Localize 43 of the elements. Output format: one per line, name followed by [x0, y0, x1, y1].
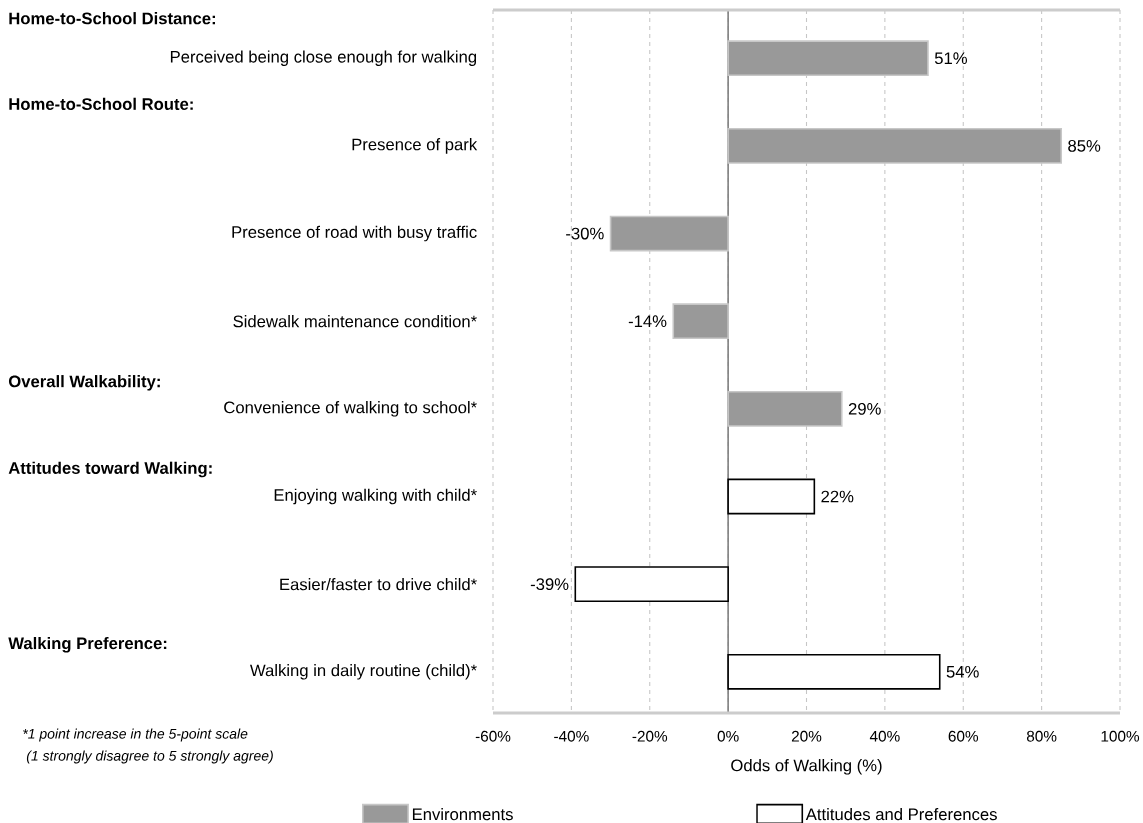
x-tick-label: -40%: [554, 730, 589, 742]
bar: [609, 215, 729, 252]
text: Walking Preference:: [8, 636, 167, 653]
bar: [574, 566, 729, 603]
x-tick-label: 0%: [717, 730, 739, 742]
y-tick-label: Perceived being close enough for walking: [170, 50, 477, 66]
text: (1 strongly disagree to 5 strongly agree): [26, 750, 273, 764]
x-tick-label: 100%: [1101, 730, 1140, 742]
bar: [727, 40, 929, 77]
x-tick-label: -20%: [632, 730, 668, 742]
legend-label: Attitudes and Preferences: [805, 807, 997, 821]
text: Attitudes toward Walking:: [8, 461, 212, 478]
x-tick-label: 60%: [948, 730, 979, 742]
legend-label: Environments: [412, 807, 513, 821]
x-tick-label: 80%: [1026, 730, 1057, 742]
data-label: 54%: [946, 665, 979, 678]
data-label: -39%: [530, 578, 569, 591]
y-tick-label: Enjoying walking with child*: [274, 488, 477, 505]
bar: [727, 127, 1063, 164]
text: Home-to-School Distance:: [9, 12, 216, 25]
data-label: -30%: [566, 227, 604, 240]
data-label: 22%: [821, 490, 854, 503]
bar: [672, 303, 729, 340]
data-label: 85%: [1068, 139, 1101, 152]
y-tick-label: Convenience of walking to school*: [224, 401, 477, 417]
bar: [727, 478, 816, 515]
x-tick-label: -60%: [475, 730, 511, 742]
bar: [727, 653, 941, 690]
text: *1 point increase in the 5-point scale: [23, 728, 248, 742]
text: Home-to-School Route:: [9, 97, 193, 110]
x-tick-label: 20%: [791, 730, 822, 742]
text: Overall Walkability:: [8, 375, 160, 391]
data-label: 29%: [848, 402, 881, 415]
y-tick-label: Walking in daily routine (child)*: [250, 664, 477, 680]
y-tick-label: Sidewalk maintenance condition*: [233, 315, 477, 328]
y-tick-label: Easier/faster to drive child*: [280, 578, 477, 591]
y-tick-label: Presence of park: [352, 138, 478, 154]
x-tick-label: 40%: [869, 730, 900, 742]
bar: [727, 390, 843, 427]
data-label: 51%: [934, 52, 967, 65]
x-axis-title: Odds of Walking (%): [731, 759, 882, 775]
y-tick-label: Presence of road with busy traffic: [232, 225, 477, 242]
data-label: -14%: [628, 315, 667, 328]
